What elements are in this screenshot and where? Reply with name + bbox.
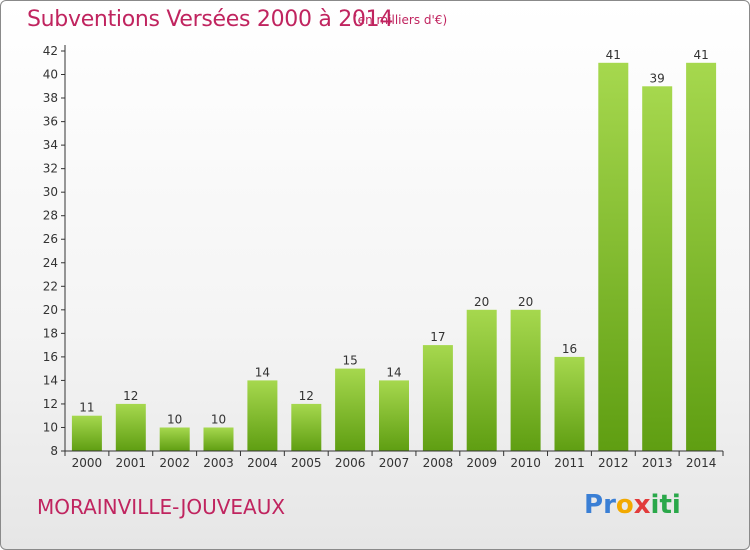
logo-letter: i [650,490,660,520]
bar-2004 [247,380,278,451]
bar-2002 [159,427,190,451]
x-tick-label-2007: 2007 [379,456,410,470]
value-label-2000: 11 [79,401,94,415]
x-tick-label-2010: 2010 [510,456,541,470]
x-tick-label-2005: 2005 [291,456,322,470]
y-tick-label: 8 [50,444,58,458]
commune-name: MORAINVILLE-JOUVEAUX [37,495,286,519]
y-tick-label: 20 [43,303,58,317]
x-tick-label-2012: 2012 [598,456,629,470]
y-tick-label: 38 [43,91,58,105]
value-label-2012: 41 [606,48,621,62]
bar-2009 [466,309,497,451]
y-tick-label: 12 [43,397,58,411]
value-label-2014: 41 [693,48,708,62]
y-tick-label: 30 [43,185,58,199]
bar-2005 [291,403,322,451]
bar-2007 [379,380,409,451]
x-tick-label-2009: 2009 [466,456,497,470]
value-label-2004: 14 [255,365,270,379]
y-tick-label: 36 [43,115,58,129]
y-tick-label: 10 [43,421,58,435]
x-tick-label-2011: 2011 [554,456,585,470]
value-label-2010: 20 [518,295,533,309]
chart-unit-note: (en milliers d'€) [353,13,448,27]
bar-2014 [686,62,717,452]
y-tick-label: 16 [43,350,58,364]
proxiti-logo: Proxiti [584,490,681,520]
logo-letter: P [584,490,604,520]
value-label-2003: 10 [211,413,226,427]
x-tick-label-2000: 2000 [72,456,103,470]
y-tick-label: 42 [43,44,58,58]
bar-2010 [510,309,541,451]
x-tick-label-2001: 2001 [116,456,147,470]
x-tick-label-2013: 2013 [642,456,673,470]
value-label-2009: 20 [474,295,489,309]
value-label-2001: 12 [123,389,138,403]
x-tick-label-2003: 2003 [203,456,234,470]
value-label-2002: 10 [167,413,182,427]
y-tick-label: 26 [43,232,58,246]
bar-2006 [335,368,366,451]
y-tick-label: 24 [43,256,58,270]
value-label-2005: 12 [299,389,314,403]
y-tick-label: 28 [43,209,58,223]
bar-2011 [554,356,585,451]
y-tick-label: 34 [43,138,58,152]
bar-2003 [203,427,234,451]
value-label-2008: 17 [430,330,445,344]
bar-2012 [598,62,629,452]
x-tick-label-2008: 2008 [423,456,454,470]
y-tick-label: 18 [43,326,58,340]
logo-letter: t [659,490,672,520]
x-tick-label-2004: 2004 [247,456,278,470]
logo-letter: x [633,490,651,520]
bar-2013 [642,86,673,452]
bar-2001 [115,403,146,451]
x-tick-label-2014: 2014 [686,456,717,470]
bar-2008 [422,345,453,451]
logo-letter: i [671,490,681,520]
x-tick-label-2006: 2006 [335,456,366,470]
y-tick-label: 22 [43,279,58,293]
y-tick-label: 40 [43,68,58,82]
y-tick-label: 32 [43,162,58,176]
logo-letter: o [615,490,634,520]
value-label-2011: 16 [562,342,577,356]
logo-letter: r [603,490,616,520]
x-tick-label-2002: 2002 [159,456,190,470]
y-tick-label: 14 [43,373,58,387]
value-label-2006: 15 [342,354,357,368]
bar-2000 [71,415,102,451]
value-label-2013: 39 [650,71,665,85]
value-label-2007: 14 [386,365,401,379]
chart-title: Subventions Versées 2000 à 2014 [27,7,394,32]
